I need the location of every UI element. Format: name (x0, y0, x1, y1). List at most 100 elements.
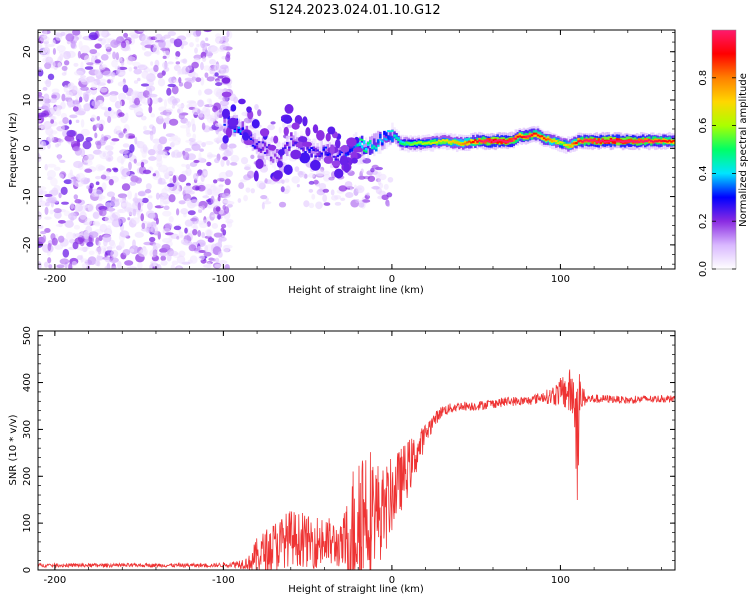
track-blob (299, 152, 311, 164)
noise-blob (197, 99, 204, 108)
noise-blob (358, 199, 364, 207)
noise-blob (72, 85, 78, 94)
noise-blob (117, 112, 125, 117)
track-segment (237, 119, 241, 131)
track-blob (290, 149, 302, 160)
track-segment (433, 141, 437, 144)
noise-blob (216, 177, 225, 182)
noise-blob (256, 180, 265, 189)
track-segment (643, 140, 647, 143)
track-segment (474, 139, 477, 142)
noise-blob (323, 202, 331, 206)
noise-blob (110, 266, 117, 269)
track-segment (455, 141, 459, 144)
noise-blob (88, 32, 99, 41)
track-blob (251, 119, 260, 129)
track-segment (298, 143, 301, 155)
track-segment (449, 141, 453, 146)
noise-blob (168, 215, 174, 223)
track-segment (648, 138, 651, 141)
noise-blob (176, 266, 181, 269)
noise-blob (315, 169, 325, 177)
noise-blob (176, 208, 180, 216)
noise-blob (94, 59, 101, 64)
track-segment (635, 140, 639, 143)
noise-blob (39, 35, 50, 42)
noise-blob (95, 175, 102, 180)
noise-blob (83, 155, 93, 164)
track-segment (267, 148, 271, 156)
track-segment (516, 135, 520, 138)
track-segment (346, 151, 350, 156)
noise-blob (163, 39, 172, 49)
noise-blob (88, 250, 95, 256)
track-segment (534, 132, 538, 135)
noise-blob (318, 183, 327, 190)
noise-blob (121, 202, 128, 207)
track-segment (557, 142, 560, 145)
noise-blob (47, 73, 55, 81)
noise-blob (171, 85, 179, 95)
noise-blob (129, 98, 134, 106)
noise-blob (163, 34, 171, 39)
noise-blob (184, 227, 188, 234)
noise-blob (116, 198, 126, 202)
noise-blob (209, 59, 217, 65)
noise-blob (226, 200, 235, 205)
track-segment (316, 149, 319, 152)
track-segment (555, 140, 558, 143)
noise-blob (131, 217, 140, 225)
track-segment (300, 147, 303, 150)
colorbar-tick-label: 0.2 (698, 213, 709, 229)
noise-blob (243, 166, 251, 171)
noise-blob (191, 143, 201, 152)
noise-blob (118, 132, 124, 139)
noise-blob (124, 260, 134, 266)
noise-blob (152, 173, 157, 177)
noise-blob (70, 202, 75, 210)
track-segment (302, 147, 305, 152)
noise-blob (191, 76, 197, 81)
track-segment (500, 140, 503, 145)
track-segment (288, 146, 291, 149)
noise-blob (134, 97, 141, 106)
track-segment (326, 144, 330, 152)
noise-blob (168, 194, 176, 203)
track-segment (407, 142, 410, 145)
noise-blob (49, 115, 57, 121)
track-segment (368, 147, 372, 155)
noise-blob (57, 219, 66, 224)
track-segment (629, 140, 633, 143)
noise-blob (120, 60, 125, 66)
noise-blob (222, 156, 228, 161)
track-segment (650, 140, 653, 143)
track-segment (536, 134, 540, 137)
track-segment (609, 139, 613, 142)
track-segment (253, 146, 257, 149)
track-segment (334, 158, 338, 161)
noise-blob (104, 145, 114, 151)
noise-blob (63, 85, 68, 93)
track-segment (557, 139, 560, 144)
track-segment (379, 138, 382, 141)
noise-blob (187, 210, 196, 216)
noise-blob (136, 111, 144, 116)
noise-blob (87, 256, 97, 266)
noise-blob (118, 92, 127, 102)
noise-blob (72, 30, 81, 36)
noise-blob (192, 133, 197, 140)
track-segment (540, 135, 544, 140)
track-segment (368, 140, 372, 143)
noise-blob (105, 202, 112, 208)
noise-blob (44, 206, 49, 215)
noise-blob (152, 242, 161, 249)
noise-blob (111, 59, 119, 68)
noise-blob (96, 141, 102, 150)
signal-track (221, 77, 675, 182)
noise-blob (100, 134, 105, 143)
track-segment (239, 121, 243, 133)
track-segment (437, 139, 441, 144)
track-segment (375, 147, 378, 150)
noise-blob (38, 212, 42, 218)
track-segment (571, 143, 574, 148)
